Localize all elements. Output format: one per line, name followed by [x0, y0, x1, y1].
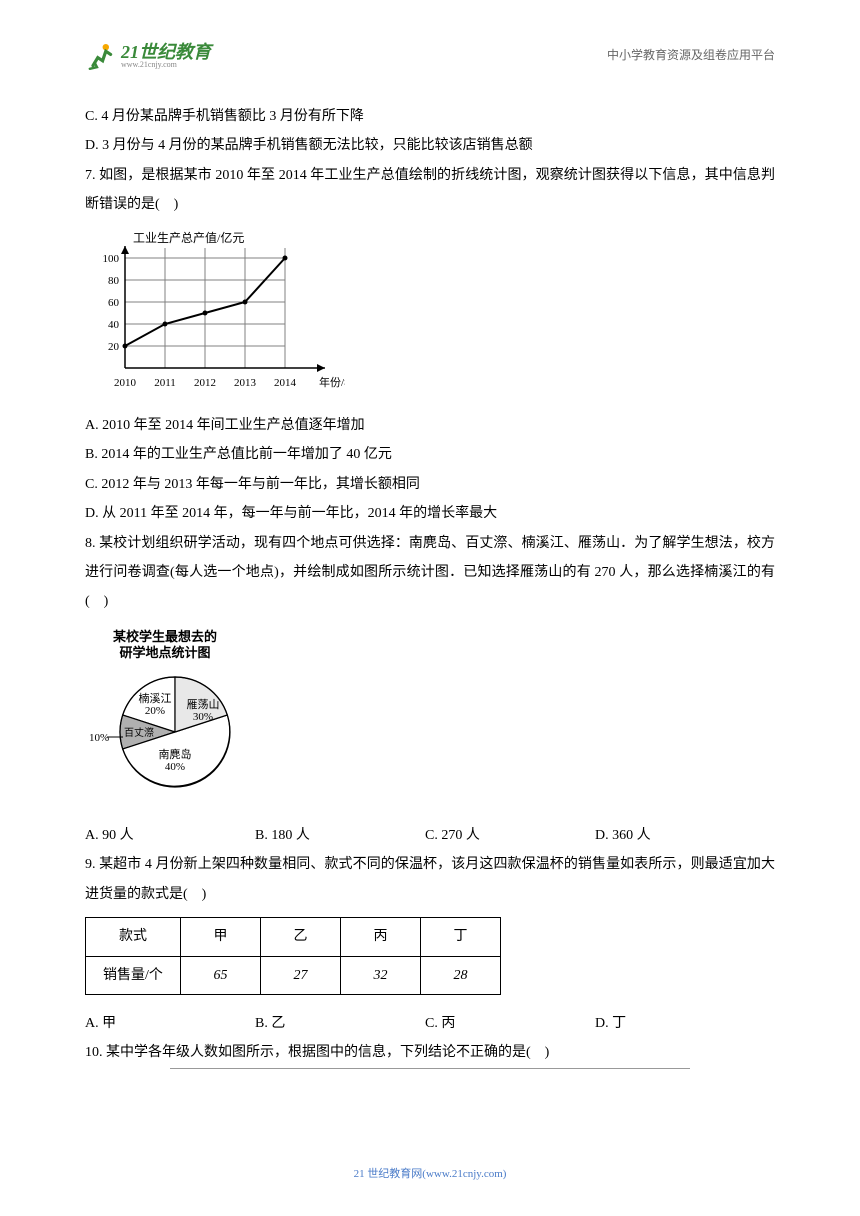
q8-option-d: D. 360 人 [595, 821, 735, 850]
table-data-row: 销售量/个 65 27 32 28 [86, 956, 501, 994]
q8-option-b: B. 180 人 [255, 821, 425, 850]
page-footer: 21 世纪教育网(www.21cnjy.com) [0, 1163, 860, 1186]
q10-stem: 10. 某中学各年级人数如图所示，根据图中的信息，下列结论不正确的是( ) [85, 1038, 775, 1067]
q7-line-chart: 工业生产总产值/亿元 20 40 60 80 100 [85, 228, 775, 409]
q8-slice-pct: 20% [145, 705, 165, 717]
q9-stem: 9. 某超市 4 月份新上架四种数量相同、款式不同的保温杯，该月这四款保温杯的销… [85, 850, 775, 909]
q7-ytick: 100 [103, 253, 120, 265]
q9-col-header: 丙 [341, 918, 421, 956]
table-header-row: 款式 甲 乙 丙 丁 [86, 918, 501, 956]
logo: 21世纪教育 www.21cnjy.com [85, 40, 211, 72]
logo-url: www.21cnjy.com [121, 61, 211, 69]
q8-slice-pct: 40% [165, 761, 185, 773]
logo-text: 21世纪教育 [121, 43, 211, 61]
q7-option-b: B. 2014 年的工业生产总值比前一年增加了 40 亿元 [85, 440, 775, 469]
q7-ytick: 40 [108, 319, 120, 331]
page-header: 21世纪教育 www.21cnjy.com 中小学教育资源及组卷应用平台 [85, 40, 775, 72]
q7-option-d: D. 从 2011 年至 2014 年，每一年与前一年比，2014 年的增长率最… [85, 499, 775, 528]
q7-ytick: 20 [108, 341, 120, 353]
q8-option-c: C. 270 人 [425, 821, 595, 850]
q7-xtick: 2011 [154, 377, 176, 389]
q9-cell: 27 [261, 956, 341, 994]
q8-stem: 8. 某校计划组织研学活动，现有四个地点可供选择：南麂岛、百丈漈、楠溪江、雁荡山… [85, 529, 775, 617]
q9-option-a: A. 甲 [85, 1009, 255, 1038]
q7-option-a: A. 2010 年至 2014 年间工业生产总值逐年增加 [85, 411, 775, 440]
q7-xtick: 2010 [114, 377, 137, 389]
q9-col-header: 甲 [181, 918, 261, 956]
q7-option-c: C. 2012 年与 2013 年每一年与前一年比，其增长额相同 [85, 470, 775, 499]
page-content: C. 4 月份某品牌手机销售额比 3 月份有所下降 D. 3 月份与 4 月份的… [85, 102, 775, 1068]
q7-ytick: 60 [108, 297, 120, 309]
q8-option-a: A. 90 人 [85, 821, 255, 850]
q9-table: 款式 甲 乙 丙 丁 销售量/个 65 27 32 28 [85, 917, 501, 995]
q9-col-header: 丁 [421, 918, 501, 956]
q8-slice-label: 雁荡山 [187, 698, 220, 711]
q7-xlabel: 年份/年 [319, 375, 345, 389]
q9-option-c: C. 丙 [425, 1009, 595, 1038]
q8-slice-label: 楠溪江 [139, 691, 172, 705]
q8-slice-label: 南麂岛 [159, 747, 192, 761]
q8-slice-label: 百丈漈 [124, 726, 154, 739]
q9-cell: 65 [181, 956, 261, 994]
q9-option-d: D. 丁 [595, 1009, 735, 1038]
q9-options: A. 甲 B. 乙 C. 丙 D. 丁 [85, 1009, 775, 1038]
q7-xtick: 2012 [194, 377, 216, 389]
q7-stem: 7. 如图，是根据某市 2010 年至 2014 年工业生产总值绘制的折线统计图… [85, 161, 775, 220]
header-platform-text: 中小学教育资源及组卷应用平台 [607, 43, 775, 68]
q8-chart-title2: 研学地点统计图 [119, 645, 210, 660]
footer-divider [170, 1068, 690, 1069]
q8-pie-chart: 某校学生最想去的 研学地点统计图 楠溪江 20% 雁荡山 30% 南麂岛 40% [85, 627, 775, 813]
q9-cell: 28 [421, 956, 501, 994]
q9-cell: 32 [341, 956, 421, 994]
prev-option-d: D. 3 月份与 4 月份的某品牌手机销售额无法比较，只能比较该店销售总额 [85, 131, 775, 160]
q9-col-header: 款式 [86, 918, 181, 956]
q8-chart-title: 某校学生最想去的 [112, 629, 217, 644]
q8-slice-pct: 30% [193, 711, 213, 723]
q7-xtick: 2014 [274, 377, 297, 389]
q7-ytick: 80 [108, 275, 120, 287]
q9-row-label: 销售量/个 [86, 956, 181, 994]
q7-ylabel: 工业生产总产值/亿元 [133, 230, 244, 245]
q9-col-header: 乙 [261, 918, 341, 956]
q9-option-b: B. 乙 [255, 1009, 425, 1038]
q7-xtick: 2013 [234, 377, 257, 389]
prev-option-c: C. 4 月份某品牌手机销售额比 3 月份有所下降 [85, 102, 775, 131]
q8-options: A. 90 人 B. 180 人 C. 270 人 D. 360 人 [85, 821, 775, 850]
q8-outside-pct: 10% [89, 732, 109, 744]
logo-running-icon [85, 40, 117, 72]
